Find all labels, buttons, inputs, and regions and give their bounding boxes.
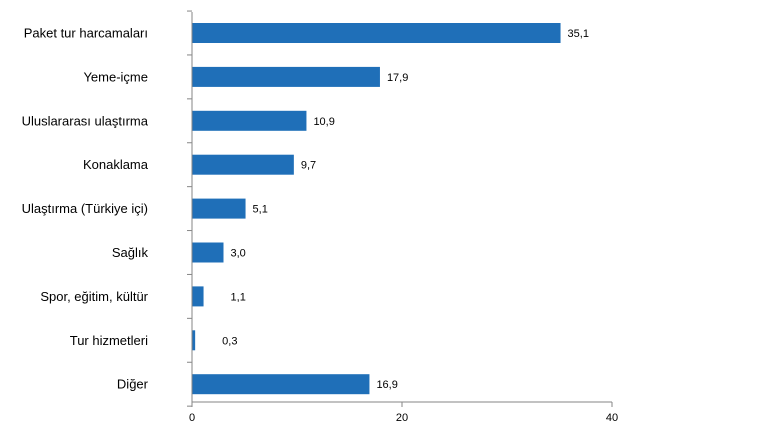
bar-2 [192,110,307,131]
category-label-3: Konaklama [83,157,149,172]
bar-4 [192,198,246,219]
category-labels-group: Paket tur harcamaları Yeme-içme Uluslarara… [22,26,149,392]
bar-7 [192,330,196,351]
value-label-4: 5,1 [253,204,268,216]
bar-6 [192,286,204,307]
value-label-5: 3,0 [231,248,246,260]
value-label-3: 9,7 [301,160,316,172]
category-label-4: Ulaştırma (Türkiye içi) [22,201,148,216]
value-label-1: 17,9 [387,72,408,84]
category-label-0: Paket tur harcamaları [24,26,148,41]
bar-3 [192,154,294,175]
category-label-7: Tur hizmetleri [70,333,148,348]
value-label-6: 1,1 [231,291,246,303]
category-label-1: Yeme-içme [83,69,148,84]
bar-8 [192,374,370,395]
value-label-2: 10,9 [313,116,334,128]
category-label-2: Uluslararası ulaştırma [22,113,149,128]
x-tick-label-1: 20 [396,412,408,424]
value-label-0: 35,1 [568,28,589,40]
value-labels-group: 35,1 17,9 10,9 9,7 5,1 3,0 1,1 0,3 16,9 [222,28,589,391]
bar-1 [192,66,380,87]
bars-group [192,23,561,395]
value-label-8: 16,9 [376,379,397,391]
category-label-5: Sağlık [112,245,149,260]
bar-0 [192,23,561,43]
category-label-6: Spor, eğitim, kültür [40,289,148,304]
x-tick-label-2: 40 [606,412,618,424]
category-label-8: Diğer [117,377,149,392]
value-label-7: 0,3 [222,335,237,347]
x-tick-label-0: 0 [189,412,195,424]
x-ticks-group: 0 20 40 [189,402,618,424]
bar-5 [192,242,224,263]
